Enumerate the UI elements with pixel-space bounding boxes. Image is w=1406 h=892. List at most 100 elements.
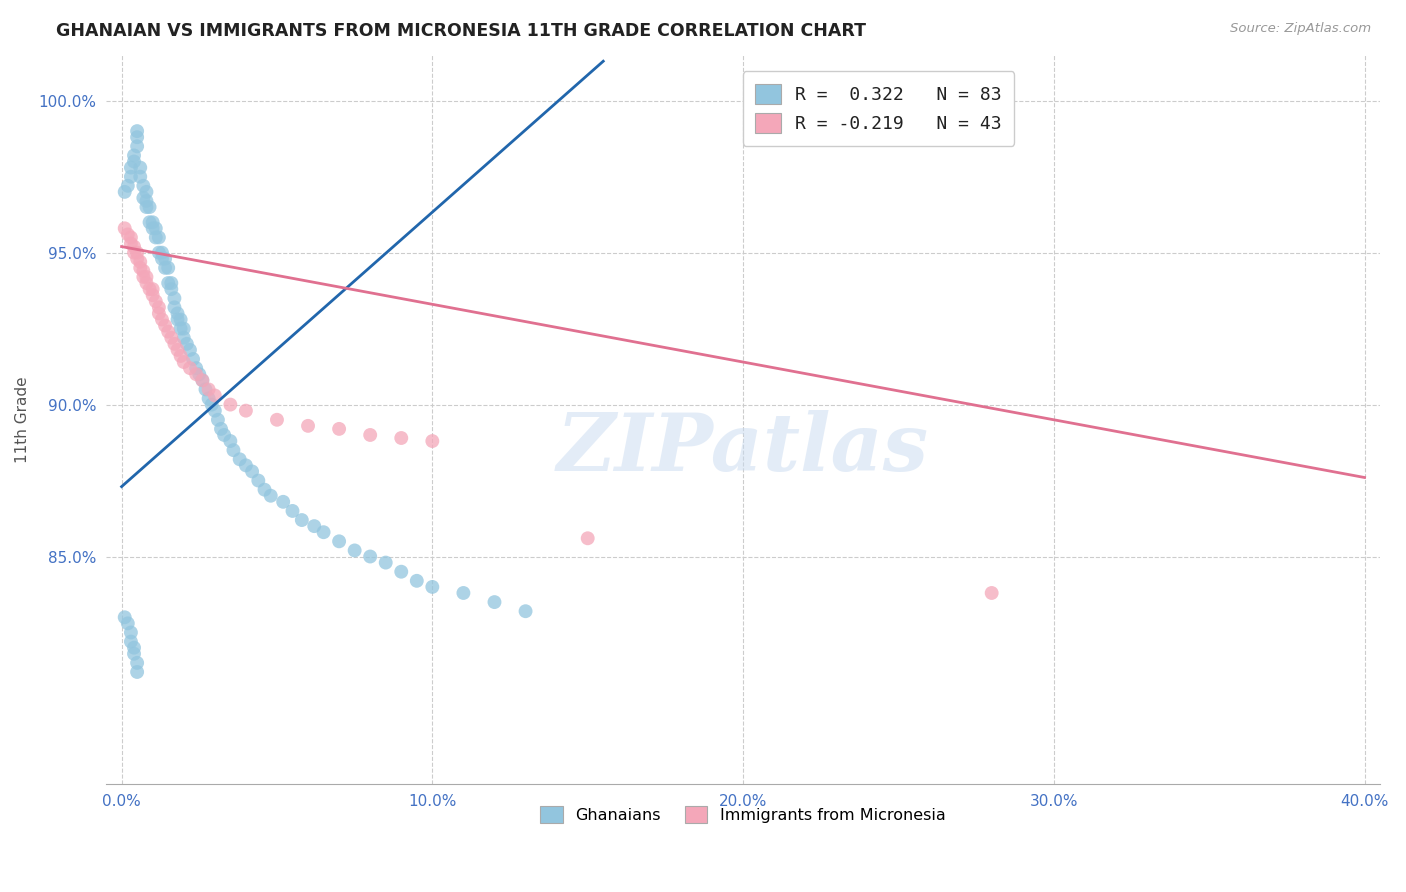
Point bbox=[186, 368, 208, 382]
Point bbox=[163, 301, 186, 315]
Point bbox=[142, 282, 165, 296]
Point bbox=[132, 191, 155, 205]
Point bbox=[127, 252, 149, 266]
Point bbox=[160, 276, 183, 290]
Point bbox=[260, 489, 283, 503]
Point bbox=[122, 239, 145, 253]
Point bbox=[157, 276, 180, 290]
Point bbox=[297, 418, 319, 433]
Point bbox=[127, 245, 149, 260]
Point bbox=[219, 434, 242, 448]
Point bbox=[235, 458, 257, 473]
Point bbox=[420, 434, 443, 448]
Y-axis label: 11th Grade: 11th Grade bbox=[15, 376, 30, 463]
Point bbox=[240, 465, 263, 479]
Point bbox=[127, 130, 149, 145]
Point bbox=[201, 398, 224, 412]
Point bbox=[129, 254, 152, 268]
Point bbox=[145, 230, 167, 244]
Point bbox=[163, 291, 186, 305]
Point bbox=[120, 230, 142, 244]
Point bbox=[129, 260, 152, 275]
Point bbox=[173, 321, 195, 335]
Point bbox=[148, 301, 170, 315]
Point bbox=[253, 483, 276, 497]
Point bbox=[328, 422, 350, 436]
Point bbox=[420, 580, 443, 594]
Point bbox=[127, 656, 149, 670]
Point bbox=[129, 169, 152, 184]
Point bbox=[359, 428, 381, 442]
Point bbox=[222, 443, 245, 458]
Point bbox=[150, 245, 173, 260]
Point bbox=[389, 431, 412, 445]
Point bbox=[169, 312, 191, 326]
Point bbox=[132, 269, 155, 284]
Point bbox=[127, 139, 149, 153]
Point bbox=[135, 194, 157, 208]
Point bbox=[114, 610, 136, 624]
Point bbox=[122, 245, 145, 260]
Point bbox=[204, 403, 226, 417]
Point bbox=[148, 306, 170, 320]
Point bbox=[204, 388, 226, 402]
Point bbox=[453, 586, 475, 600]
Point bbox=[160, 282, 183, 296]
Point bbox=[138, 282, 160, 296]
Point bbox=[176, 336, 198, 351]
Point bbox=[980, 586, 1002, 600]
Point bbox=[138, 200, 160, 214]
Point bbox=[328, 534, 350, 549]
Point bbox=[194, 383, 217, 397]
Point bbox=[209, 422, 232, 436]
Point bbox=[291, 513, 314, 527]
Point bbox=[157, 260, 180, 275]
Point bbox=[153, 252, 176, 266]
Point bbox=[145, 294, 167, 309]
Point bbox=[135, 269, 157, 284]
Point bbox=[173, 331, 195, 345]
Point bbox=[169, 349, 191, 363]
Point bbox=[191, 373, 214, 387]
Point bbox=[281, 504, 304, 518]
Point bbox=[304, 519, 326, 533]
Point bbox=[142, 215, 165, 229]
Point bbox=[169, 321, 191, 335]
Point bbox=[122, 148, 145, 162]
Point bbox=[148, 245, 170, 260]
Point bbox=[166, 312, 188, 326]
Point bbox=[359, 549, 381, 564]
Point bbox=[117, 227, 139, 242]
Text: Source: ZipAtlas.com: Source: ZipAtlas.com bbox=[1230, 22, 1371, 36]
Point bbox=[148, 230, 170, 244]
Point bbox=[179, 361, 201, 376]
Legend: Ghanaians, Immigrants from Micronesia: Ghanaians, Immigrants from Micronesia bbox=[533, 797, 953, 831]
Point bbox=[186, 361, 208, 376]
Point bbox=[114, 221, 136, 235]
Point bbox=[120, 169, 142, 184]
Point bbox=[120, 634, 142, 648]
Point bbox=[166, 343, 188, 357]
Point bbox=[405, 574, 427, 588]
Point bbox=[114, 185, 136, 199]
Point bbox=[197, 383, 219, 397]
Point bbox=[117, 178, 139, 193]
Point bbox=[120, 236, 142, 251]
Point bbox=[153, 260, 176, 275]
Point bbox=[145, 221, 167, 235]
Point bbox=[127, 124, 149, 138]
Point bbox=[142, 288, 165, 302]
Point bbox=[166, 306, 188, 320]
Text: ZIPatlas: ZIPatlas bbox=[557, 410, 929, 488]
Point bbox=[515, 604, 537, 618]
Point bbox=[173, 355, 195, 369]
Point bbox=[150, 252, 173, 266]
Point bbox=[197, 392, 219, 406]
Point bbox=[188, 368, 211, 382]
Point bbox=[312, 525, 335, 540]
Point bbox=[135, 200, 157, 214]
Point bbox=[135, 185, 157, 199]
Point bbox=[163, 336, 186, 351]
Point bbox=[576, 531, 599, 545]
Point bbox=[122, 640, 145, 655]
